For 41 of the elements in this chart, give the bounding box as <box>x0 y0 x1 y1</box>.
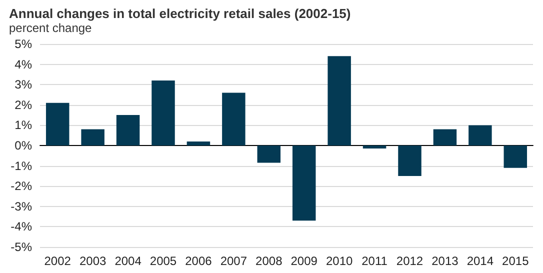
y-tick-label: -5% <box>10 240 32 254</box>
bar <box>468 125 492 146</box>
x-tick-label: 2012 <box>396 254 424 268</box>
x-tick-label: 2006 <box>185 254 212 268</box>
x-tick-label: 2014 <box>466 254 494 268</box>
bar <box>46 102 70 146</box>
x-tick-label: 2008 <box>256 254 283 268</box>
x-tick-label: 2007 <box>220 254 248 268</box>
y-axis-title: percent change <box>9 21 92 35</box>
y-tick-label: -3% <box>10 199 32 214</box>
y-tick-label: 5% <box>14 37 32 51</box>
bar <box>81 129 104 146</box>
x-tick-label: 2010 <box>326 254 353 268</box>
x-tick-label: 2004 <box>114 254 142 268</box>
bar <box>328 56 351 146</box>
chart-title: Annual changes in total electricity retail sales (2002-15) <box>9 6 351 21</box>
x-tick-label: 2002 <box>44 254 72 268</box>
bar <box>116 115 140 146</box>
x-tick-label: 2009 <box>290 254 318 268</box>
bar <box>398 146 422 176</box>
bar <box>504 146 528 168</box>
bar <box>433 129 457 146</box>
y-tick-label: 1% <box>14 118 32 132</box>
bar <box>257 146 281 163</box>
bar <box>222 92 246 146</box>
bar <box>292 146 316 221</box>
x-tick-label: 2013 <box>432 254 459 268</box>
y-tick-label: 3% <box>14 78 32 92</box>
x-tick-label: 2005 <box>150 254 177 268</box>
x-tick-label: 2011 <box>362 254 388 268</box>
y-tick-label: -4% <box>10 220 32 234</box>
y-tick-label: 4% <box>14 57 32 72</box>
x-tick-label: 2015 <box>502 254 530 268</box>
x-tick-label: 2003 <box>79 254 106 268</box>
y-tick-label: -2% <box>10 179 32 194</box>
y-tick-label: -1% <box>10 158 32 173</box>
bar <box>186 141 210 146</box>
y-tick-label: 2% <box>14 98 32 112</box>
y-tick-label: 0% <box>14 138 32 152</box>
bar <box>152 80 175 146</box>
bar <box>362 146 386 149</box>
